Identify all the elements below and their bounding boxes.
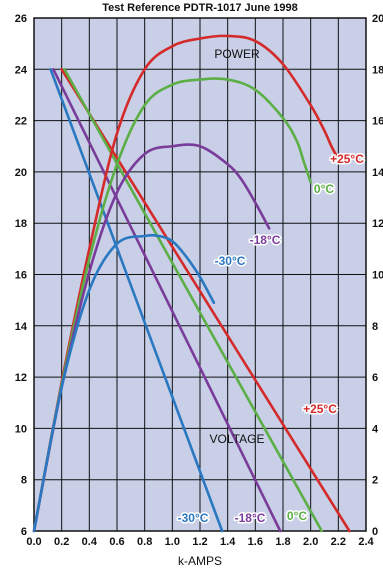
voltage-line-p0 [63,68,324,533]
voltage-annotation: VOLTAGE [210,432,265,446]
y-right-tick-label: 4 [372,423,379,435]
voltage-label-p25: +25°C [303,402,337,416]
x-tick-label: 0.8 [137,536,152,548]
y-left-tick-label: 24 [15,64,28,76]
y-left-tick-label: 10 [15,423,27,435]
x-tick-label: 0.4 [82,536,98,548]
y-right-tick-label: 10 [372,270,383,282]
y-left-tick-label: 22 [15,116,27,128]
y-left-tick-label: 16 [15,270,27,282]
y-right-tick-label: 16 [372,116,383,128]
y-right-tick-label: 12 [372,218,383,230]
y-right-tick-label: 0 [372,526,378,538]
y-left-tick-label: 8 [21,475,27,487]
y-left-tick-label: 12 [15,372,27,384]
y-left-tick-label: 20 [15,167,27,179]
voltage-line-m30 [49,68,224,533]
power-annotation: POWER [214,47,260,61]
voltage-label-p0: 0°C [287,509,307,523]
x-tick-label: 1.0 [165,536,180,548]
voltage-label-m18: -18°C [235,511,266,525]
x-tick-label: 2.4 [358,536,374,548]
power-line-p0 [32,77,312,533]
y-right-tick-label: 20 [372,13,383,25]
x-tick-label: 0.2 [54,536,69,548]
y-right-tick-label: 2 [372,475,378,487]
y-left-tick-label: 14 [15,321,28,333]
y-right-tick-label: 6 [372,372,378,384]
y-right-tick-label: 14 [372,167,383,179]
y-left-tick-label: 18 [15,218,27,230]
y-left-tick-label: 26 [15,13,27,25]
power-label-p0: 0°C [314,182,334,196]
chart-title: Test Reference PDTR-1017 June 1998 [102,2,297,14]
x-tick-label: 1.2 [192,536,207,548]
power-line-m30 [32,233,216,533]
plot-area [32,17,367,533]
y-right-tick-label: 8 [372,321,378,333]
x-axis-title: k-AMPS [178,554,222,568]
voltage-line-m18 [52,68,282,533]
power-label-p25: +25°C [330,152,364,166]
power-line-p25 [32,34,340,533]
voltage-line-p25 [60,68,351,533]
power-label-m18: -18°C [250,233,281,247]
voltage-label-m30: -30°C [178,511,209,525]
x-tick-label: 1.6 [248,536,263,548]
x-tick-label: 0.0 [26,536,41,548]
x-tick-label: 2.2 [331,536,346,548]
y-left-tick-label: 6 [21,526,27,538]
x-tick-label: 0.6 [109,536,124,548]
series-labels: +25°C 0°C -18°C -30°C +25°C 0°C -18°C -30°C [176,151,366,527]
power-label-m30: -30°C [215,254,246,268]
x-tick-label: 1.4 [220,536,236,548]
y-right-tick-label: 18 [372,64,383,76]
x-tick-label: 1.8 [275,536,290,548]
plot-frame [33,17,367,532]
axis-ticks: 0.0 0.2 0.4 0.6 0.8 1.0 1.2 1.4 1.6 1.8 2.0 2.2 2.4 6… [15,13,383,548]
x-tick-label: 2.0 [303,536,318,548]
